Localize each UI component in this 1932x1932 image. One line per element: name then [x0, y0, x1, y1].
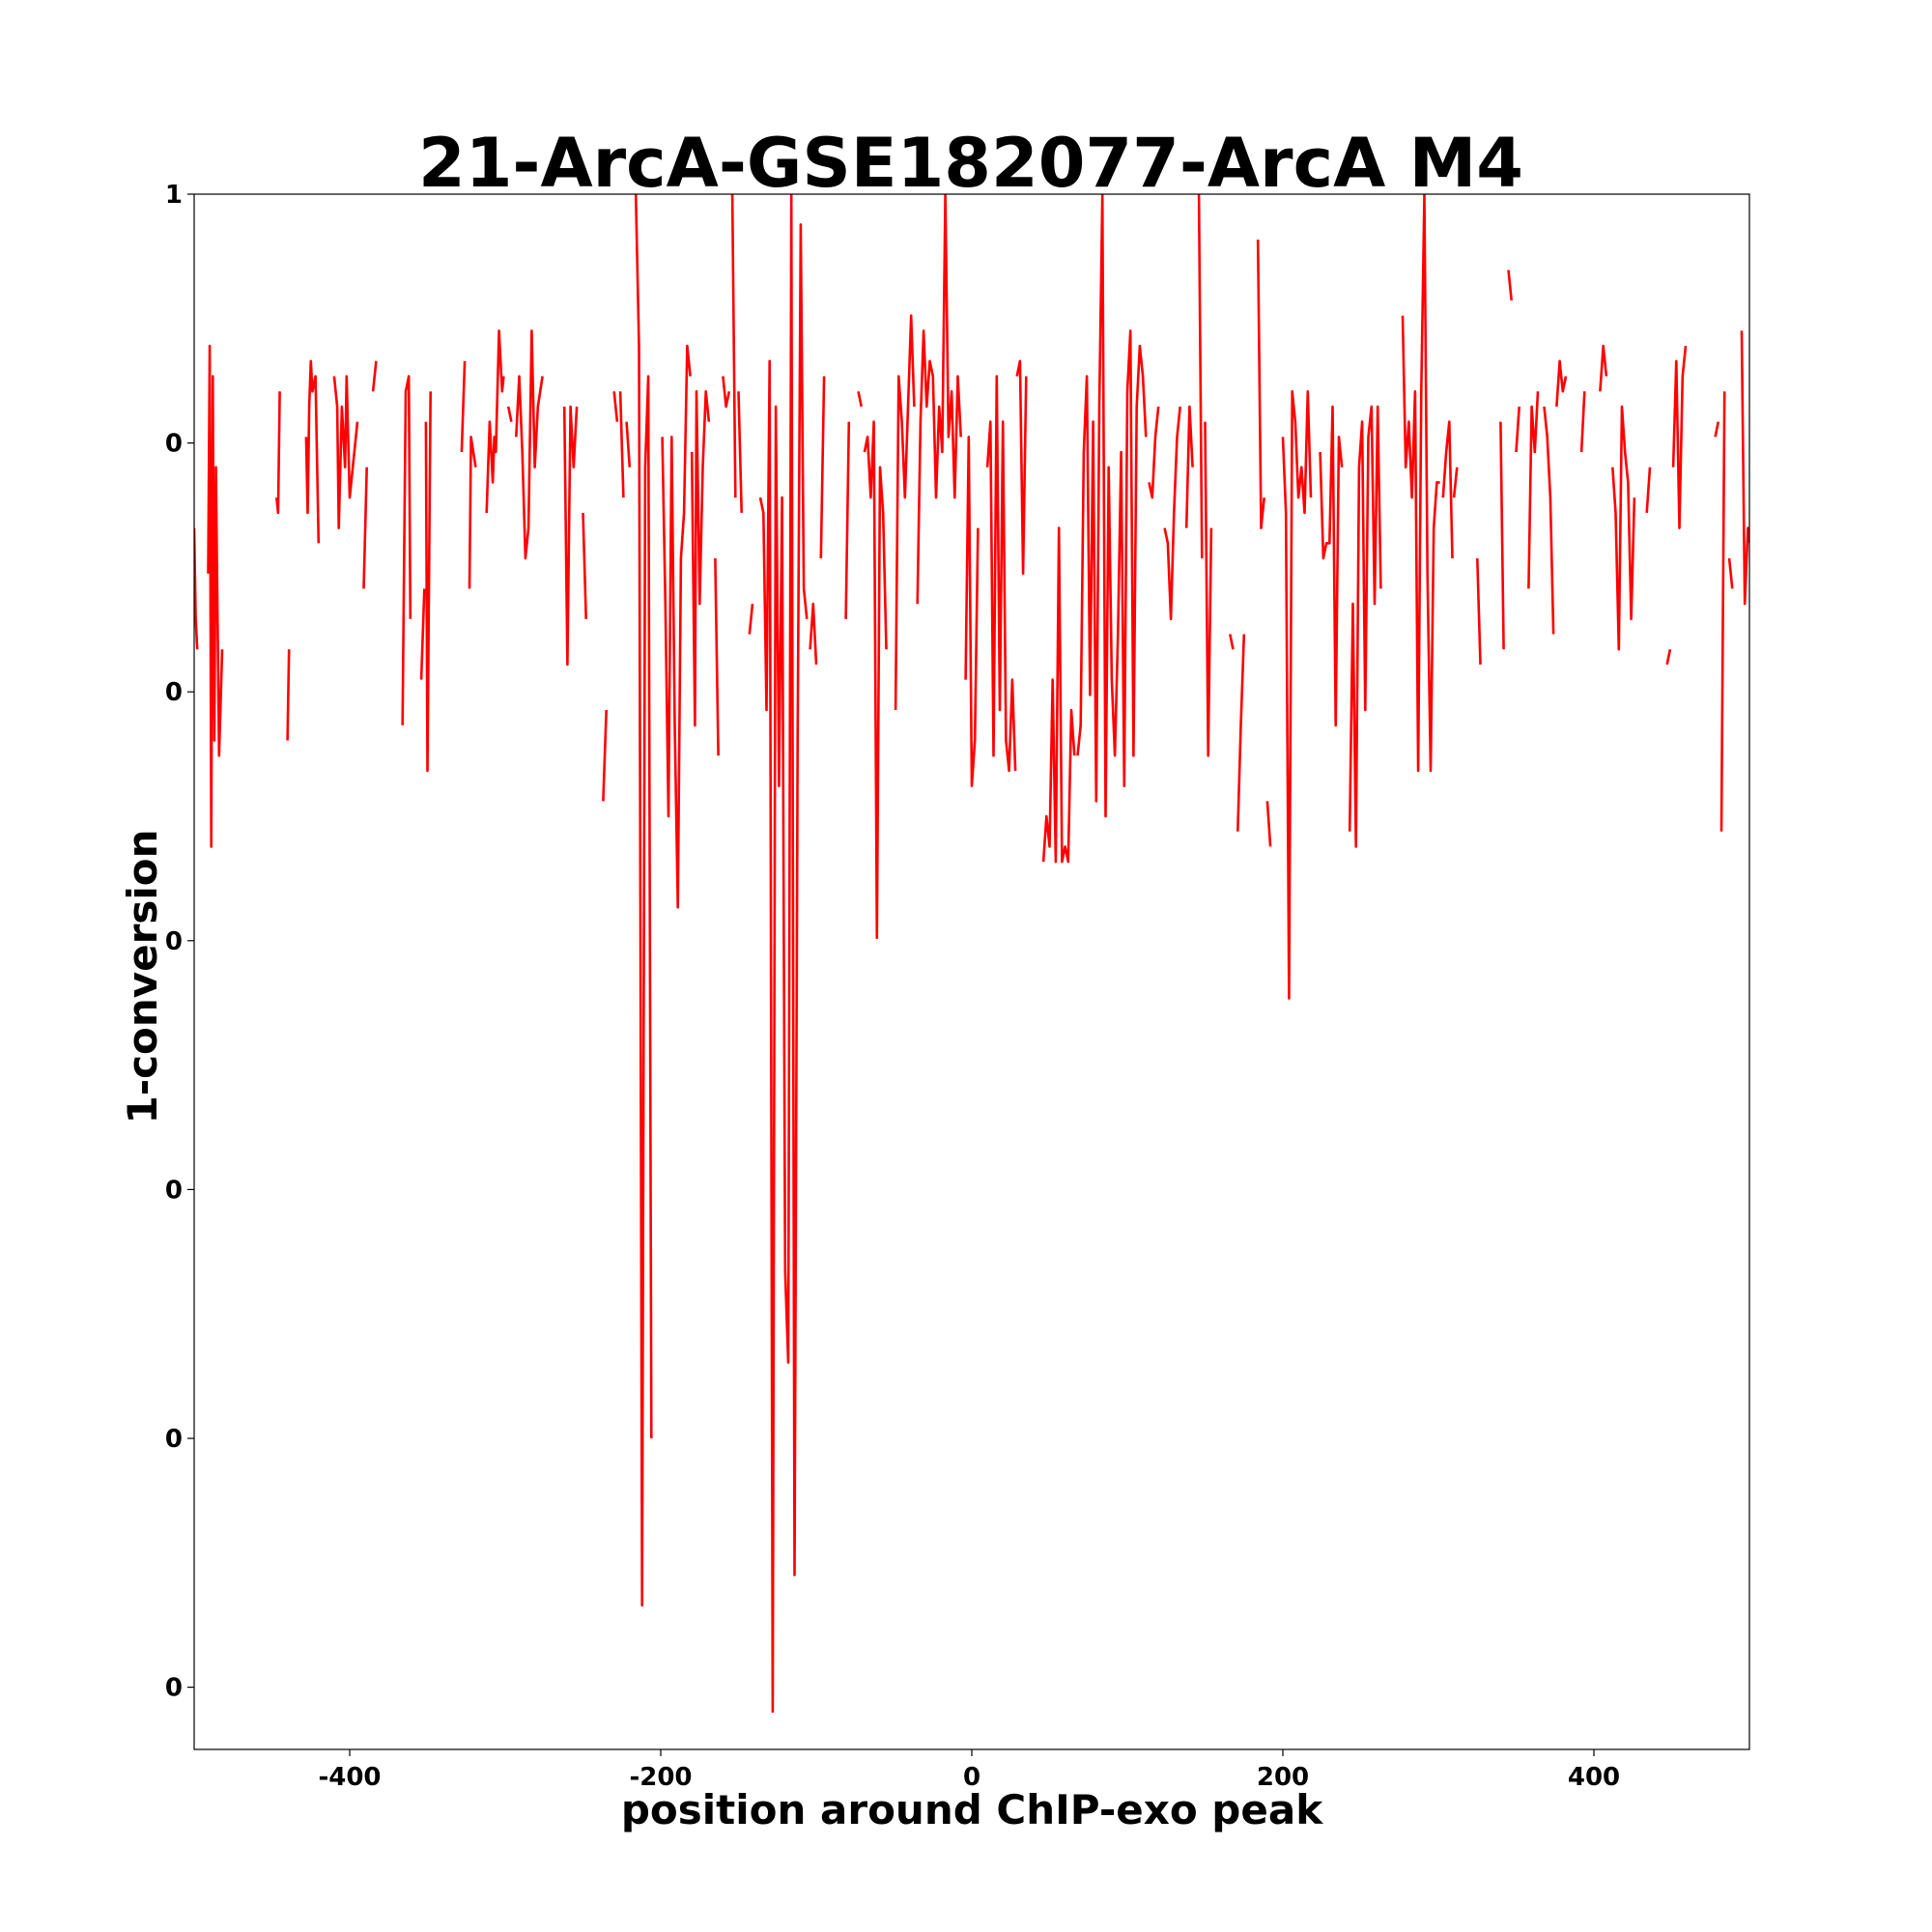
series-line-segment [758, 194, 809, 1713]
series-line-segment [1197, 194, 1204, 559]
series-line-segment [275, 391, 281, 515]
series-line-segment [485, 329, 505, 513]
series-line-segment [857, 390, 863, 408]
series-line-segment [625, 421, 632, 468]
series-line-segment [1348, 405, 1382, 848]
series-line-segment [1719, 391, 1726, 832]
series-line-segment [1555, 359, 1568, 407]
y-tick-label: 1 [165, 181, 183, 210]
series-line-segment [985, 375, 1017, 773]
series-line-segment [894, 314, 916, 711]
series-line-segment [1236, 634, 1246, 832]
series-line-segment [1499, 421, 1505, 650]
series-line-segment [1527, 391, 1540, 589]
series-line-segment [916, 194, 962, 605]
y-tick-label: 0 [165, 678, 183, 707]
series-line-segment [304, 359, 321, 544]
series-line-segment [562, 405, 579, 667]
series-line-segment [1740, 330, 1749, 606]
series-line-segment [468, 435, 477, 589]
series-line-segment [618, 391, 625, 498]
y-tick-label: 0 [165, 430, 183, 459]
series-line-segment [844, 421, 851, 619]
series-line-segment [362, 467, 368, 589]
y-axis-ticks: 1 0 0 0 0 0 0 [165, 181, 194, 1703]
series-line-segment [332, 375, 359, 529]
x-tick-label: 400 [1568, 1763, 1620, 1792]
series-line-segment [1727, 557, 1734, 589]
series-line-segment [1645, 467, 1652, 513]
series-line-segment [1515, 406, 1520, 453]
series-line-segment [1204, 421, 1213, 757]
series-line-segment [634, 194, 653, 1607]
series-line-segment [1543, 406, 1555, 635]
series-line-segment [1256, 240, 1265, 529]
series-line-segment [863, 420, 888, 940]
series-line-segment [1611, 405, 1636, 651]
series-line-segment [1507, 270, 1513, 301]
y-tick-label: 0 [165, 1674, 183, 1703]
series-line-segment [424, 391, 432, 773]
y-tick-label: 0 [165, 1176, 183, 1205]
series-line-segment [1281, 389, 1313, 1000]
series-line-segment [661, 344, 692, 909]
series-line-segment [964, 435, 980, 787]
series-line-segment [1671, 345, 1688, 529]
series-line-segment [737, 391, 743, 513]
series-line-segment [819, 376, 826, 559]
x-tick-label: -400 [318, 1763, 381, 1792]
series-line-segment [1579, 391, 1586, 453]
series-line-segment [286, 649, 291, 741]
series-line-segment [419, 588, 426, 680]
series-line-segment [714, 557, 720, 756]
plot-area: -400 -200 0 200 400 1 0 0 0 0 0 0 [165, 181, 1750, 1792]
series-line-segment [612, 391, 619, 422]
series-line-segment [515, 329, 544, 560]
series-line-segment [809, 602, 818, 665]
series-line-segment [730, 194, 737, 498]
series-line-segment [1452, 467, 1459, 498]
series-line-segment [1148, 406, 1160, 499]
series-line-segment [582, 512, 587, 619]
series-line-segment [1265, 801, 1272, 847]
series-line-segment [1665, 648, 1672, 666]
series-line-segment [460, 360, 467, 453]
x-axis-label: position around ChIP-exo peak [621, 1786, 1323, 1833]
y-tick-label: 0 [165, 1425, 183, 1454]
series-line-segment [602, 709, 608, 802]
x-axis-ticks: -400 -200 0 200 400 [318, 1749, 1620, 1792]
series-layer [194, 194, 1749, 1713]
chart-title: 21-ArcA-GSE182077-ArcA M4 [418, 124, 1523, 203]
series-line-segment [1163, 406, 1181, 621]
x-tick-label: 200 [1257, 1763, 1309, 1792]
series-line-segment [371, 360, 378, 392]
series-line-segment [1319, 405, 1344, 727]
series-line-segment [1229, 634, 1235, 650]
series-line-segment [207, 344, 224, 848]
series-line-segment [1599, 344, 1608, 392]
series-line-segment [1714, 421, 1720, 438]
series-line-segment [506, 406, 513, 422]
x-tick-label: 0 [963, 1763, 980, 1792]
series-line-segment [690, 389, 711, 727]
x-tick-label: -200 [629, 1763, 692, 1792]
series-line-segment [748, 603, 754, 635]
series-line-segment [722, 376, 731, 409]
series-line-segment [1041, 526, 1076, 864]
axes-frame [193, 193, 1750, 1750]
series-line-segment [1401, 194, 1440, 773]
series-line-segment [401, 375, 412, 725]
series-line-segment [1076, 194, 1148, 818]
series-line-segment [1476, 557, 1482, 665]
y-tick-label: 0 [165, 927, 183, 956]
series-line-segment [1184, 405, 1194, 528]
series-line-segment [1441, 420, 1454, 559]
y-axis-label: 1-conversion [119, 829, 166, 1123]
series-line-segment [1015, 359, 1028, 576]
